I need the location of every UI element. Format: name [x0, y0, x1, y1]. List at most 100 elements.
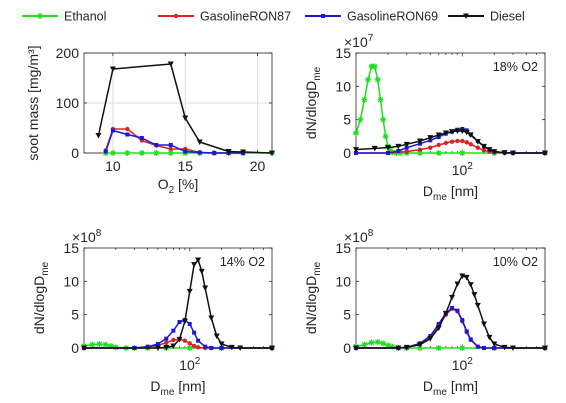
y-exponent-label: ×108 [344, 228, 374, 245]
data-point-diesel [208, 315, 215, 321]
legend-label-diesel: Diesel [490, 10, 525, 24]
series-line-diesel [84, 259, 272, 349]
data-point-diesel [463, 129, 470, 136]
legend-label-ethanol: Ethanol [64, 10, 106, 24]
data-point-gasolineron69 [460, 318, 465, 322]
data-point-gasolineron69 [396, 149, 401, 153]
y-tick-label: 0 [71, 340, 79, 356]
data-point-diesel [163, 344, 170, 351]
data-point-gasolineron69 [145, 344, 150, 349]
panel-14pct-o2: 0 5 10 15 102 ×108 14% O2 Dme [nm] dN/dlogDme [31, 228, 275, 398]
data-point-diesel [109, 66, 116, 72]
data-point-ethanol [167, 150, 174, 156]
data-point-ethanol [382, 133, 389, 140]
x-tick-label: 20 [250, 158, 266, 174]
data-point-diesel [435, 325, 442, 331]
data-point-diesel [167, 61, 174, 67]
data-point-diesel [510, 345, 517, 351]
data-point-gasolineron87 [481, 148, 487, 153]
data-point-gasolineron69 [428, 334, 433, 338]
data-point-diesel [501, 344, 508, 351]
data-point-gasolineron69 [164, 336, 169, 341]
data-point-gasolineron69 [475, 344, 480, 349]
data-point-gasolineron69 [177, 320, 182, 324]
data-point-gasolineron87 [436, 142, 441, 148]
data-point-ethanol [353, 130, 359, 136]
y-tick-label: 5 [343, 112, 351, 128]
data-point-diesel [218, 341, 225, 347]
y-tick-label: 5 [343, 307, 351, 323]
data-point-diesel [467, 282, 474, 288]
data-point-ethanol [138, 150, 145, 156]
panel-annotation: 14% O2 [220, 255, 265, 269]
data-point-diesel [213, 333, 220, 339]
data-point-ethanol [96, 341, 103, 347]
data-point-diesel [403, 344, 410, 351]
y-tick-label: 200 [56, 45, 80, 61]
data-point-diesel [81, 345, 87, 351]
panel-annotation: 10% O2 [493, 255, 538, 269]
data-point-diesel [442, 310, 449, 317]
legend-marker-gasolineron69 [321, 14, 325, 18]
x-axis-label: Dme [nm] [423, 183, 478, 203]
data-point-gasolineron87 [464, 140, 469, 145]
data-point-gasolineron69 [155, 342, 160, 346]
data-point-diesel [471, 292, 478, 298]
data-point-diesel [480, 321, 487, 327]
data-point-ethanol [374, 76, 381, 83]
data-point-diesel [240, 149, 247, 155]
legend-label-gasolineron69: GasolineRON69 [347, 10, 438, 24]
data-point-gasolineron69 [354, 151, 358, 155]
series-line-gasolineron69 [84, 319, 272, 349]
data-point-ethanol [416, 345, 423, 351]
y-exponent-label: ×108 [72, 228, 102, 245]
data-point-ethanol [368, 339, 375, 346]
data-point-gasolineron69 [197, 150, 202, 155]
data-point-gasolineron87 [171, 337, 176, 343]
data-point-ethanol [365, 76, 372, 83]
data-point-diesel [353, 345, 359, 351]
data-point-gasolineron69 [171, 328, 176, 333]
data-point-gasolineron69 [209, 346, 214, 350]
data-point-ethanol [459, 150, 466, 156]
data-point-diesel [491, 341, 498, 347]
y-tick-label: 15 [335, 240, 351, 256]
data-point-gasolineron87 [404, 149, 409, 154]
panel-18pct-o2: 0 5 10 15 102 ×107 18% O2 Dme [nm] dN/dlogDme [303, 33, 548, 203]
data-point-diesel [237, 345, 244, 351]
data-point-diesel [442, 130, 449, 136]
data-point-gasolineron69 [168, 143, 173, 147]
data-point-gasolineron69 [481, 346, 486, 350]
y-tick-label: 100 [56, 95, 80, 111]
data-point-diesel [427, 336, 434, 342]
data-point-gasolineron87 [164, 340, 169, 345]
data-point-gasolineron87 [168, 146, 173, 152]
data-point-gasolineron87 [417, 147, 423, 152]
data-point-gasolineron69 [154, 143, 159, 147]
data-point-ethanol [389, 343, 396, 350]
data-point-diesel [542, 345, 548, 351]
panel-annotation: 18% O2 [493, 60, 538, 74]
data-point-gasolineron69 [436, 322, 441, 326]
data-point-diesel [463, 274, 470, 281]
data-point-ethanol [186, 345, 193, 351]
data-point-diesel [186, 288, 193, 295]
y-tick-label: 15 [63, 240, 79, 256]
data-point-ethanol [380, 340, 387, 347]
data-point-diesel [501, 150, 508, 156]
legend-marker-ethanol [37, 13, 43, 19]
data-point-diesel [435, 132, 442, 138]
data-point-diesel [474, 302, 481, 309]
data-point-ethanol [374, 339, 381, 345]
data-point-diesel [486, 334, 493, 341]
data-point-diesel [467, 132, 474, 138]
data-point-gasolineron69 [183, 149, 188, 154]
data-point-ethanol [124, 150, 131, 156]
data-point-gasolineron69 [203, 344, 208, 349]
data-point-ethanol [459, 345, 466, 351]
data-point-ethanol [435, 150, 442, 156]
data-point-diesel [181, 318, 188, 325]
data-point-diesel [196, 139, 203, 145]
y-tick-label: 10 [335, 78, 351, 94]
data-point-diesel [395, 143, 402, 150]
